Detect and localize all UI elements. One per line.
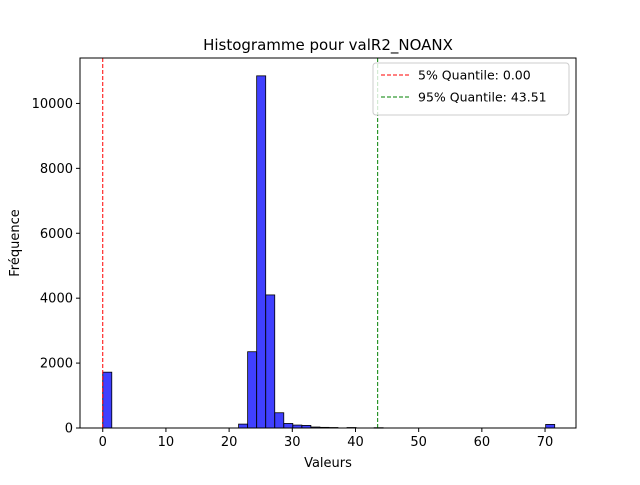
y-tick-label: 8000 <box>40 162 73 177</box>
x-tick-label: 20 <box>221 435 238 450</box>
x-tick-label: 10 <box>158 435 175 450</box>
histogram-bar <box>238 423 249 429</box>
chart-title: Histogramme pour valR2_NOANX <box>203 36 453 55</box>
histogram-bars <box>102 75 556 429</box>
x-axis-label: Valeurs <box>304 456 352 471</box>
y-tick-label: 2000 <box>40 357 73 372</box>
histogram-bar <box>247 351 258 429</box>
plot-frame <box>79 57 577 429</box>
y-tick-label: 10000 <box>32 97 73 112</box>
x-tick-label: 30 <box>284 435 301 450</box>
legend-box <box>372 62 570 116</box>
histogram-bar <box>265 294 276 429</box>
histogram-bar <box>102 371 113 429</box>
histogram-bar <box>283 423 294 429</box>
y-tick-label: 6000 <box>40 227 73 242</box>
x-axis-ticks: 0 10 20 30 40 50 60 70 <box>99 428 554 450</box>
x-tick-label: 70 <box>537 435 554 450</box>
histogram-bar <box>256 75 267 429</box>
y-tick-label: 4000 <box>40 292 73 307</box>
histogram-bar <box>274 412 285 429</box>
y-axis-ticks: 0 2000 4000 6000 8000 10000 <box>32 97 80 437</box>
histogram-bar <box>545 424 556 429</box>
legend: 5% Quantile: 0.00 95% Quantile: 43.51 <box>372 62 570 116</box>
legend-label: 95% Quantile: 43.51 <box>418 90 547 105</box>
legend-label: 5% Quantile: 0.00 <box>418 68 531 83</box>
x-tick-label: 0 <box>99 435 107 450</box>
y-tick-label: 0 <box>65 422 73 437</box>
x-tick-label: 60 <box>474 435 491 450</box>
reference-lines <box>102 58 379 428</box>
x-tick-label: 40 <box>347 435 364 450</box>
x-tick-label: 50 <box>410 435 427 450</box>
y-axis-label: Fréquence <box>8 209 23 276</box>
